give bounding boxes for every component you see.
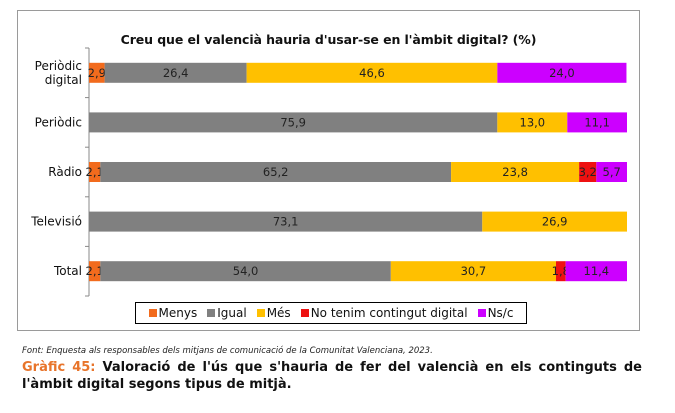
bar-segment <box>565 261 627 282</box>
data-label: 24,0 <box>549 66 575 80</box>
bar-segment <box>451 162 580 182</box>
legend-item: Ns/c <box>477 306 514 320</box>
data-label: 2,1 <box>86 165 104 179</box>
bar-segment <box>89 62 105 83</box>
legend-item: Igual <box>207 306 247 320</box>
source-note: Font: Enquesta als responsables dels mit… <box>22 346 433 356</box>
category-label: Periòdic <box>35 59 82 73</box>
bar-segment <box>596 162 627 182</box>
bar-segment <box>89 261 101 282</box>
data-label: 11,4 <box>584 264 610 278</box>
data-label: 1,8 <box>552 264 570 278</box>
legend-label: Més <box>266 306 291 320</box>
category-label: Televisió <box>30 215 82 229</box>
data-label: 65,2 <box>263 165 289 179</box>
legend-swatch <box>477 309 486 317</box>
legend-label: Menys <box>158 306 198 320</box>
bar-segment <box>497 112 568 133</box>
category-label: Ràdio <box>48 165 82 179</box>
bar-segment <box>567 112 627 133</box>
bar-segment <box>246 62 498 83</box>
bar-segment <box>482 211 627 232</box>
bar-segment <box>497 62 627 83</box>
data-label: 26,4 <box>163 66 189 80</box>
legend-item: Més <box>256 306 291 320</box>
data-label: 11,1 <box>584 115 610 129</box>
data-label: 2,9 <box>88 66 106 80</box>
legend-item: Menys <box>148 306 198 320</box>
bar-segment <box>89 112 498 133</box>
data-label: 46,6 <box>359 66 385 80</box>
figure-caption: Gràfic 45: Valoració de l'ús que s'hauri… <box>22 359 642 393</box>
data-label: 5,7 <box>603 165 621 179</box>
bar-segment <box>390 261 556 282</box>
legend-label: Igual <box>217 306 247 320</box>
data-label: 75,9 <box>280 115 306 129</box>
bar-segment <box>89 162 101 182</box>
data-label: 73,1 <box>273 215 299 229</box>
data-label: 26,9 <box>542 215 568 229</box>
data-label: 3,2 <box>579 165 597 179</box>
bar-segment <box>100 162 452 182</box>
legend-swatch <box>300 309 309 317</box>
legend-label: Ns/c <box>487 306 514 320</box>
bar-segment <box>579 162 597 182</box>
bar-segment <box>104 62 247 83</box>
bar-segment <box>555 261 566 282</box>
data-label: 13,0 <box>520 115 546 129</box>
data-label: 30,7 <box>461 264 487 278</box>
legend-swatch <box>207 309 216 317</box>
caption-prefix: Gràfic 45: <box>22 360 96 375</box>
legend-item: No tenim contingut digital <box>300 306 468 320</box>
data-label: 54,0 <box>233 264 259 278</box>
chart-title: Creu que el valencià hauria d'usar-se en… <box>120 32 537 47</box>
legend-swatch <box>148 309 157 317</box>
category-label: Total <box>53 264 82 278</box>
category-label: digital <box>45 73 82 87</box>
data-label: 2,1 <box>86 264 104 278</box>
legend-label: No tenim contingut digital <box>310 306 468 320</box>
bar-segment <box>89 211 483 232</box>
category-label: Periòdic <box>35 115 82 129</box>
bar-segment <box>100 261 391 282</box>
caption-text: Valoració de l'ús que s'hauria de fer de… <box>22 360 642 392</box>
chart-legend: Menys Igual Més No tenim contingut digital N… <box>135 302 527 324</box>
legend-swatch <box>256 309 265 317</box>
data-label: 23,8 <box>502 165 528 179</box>
